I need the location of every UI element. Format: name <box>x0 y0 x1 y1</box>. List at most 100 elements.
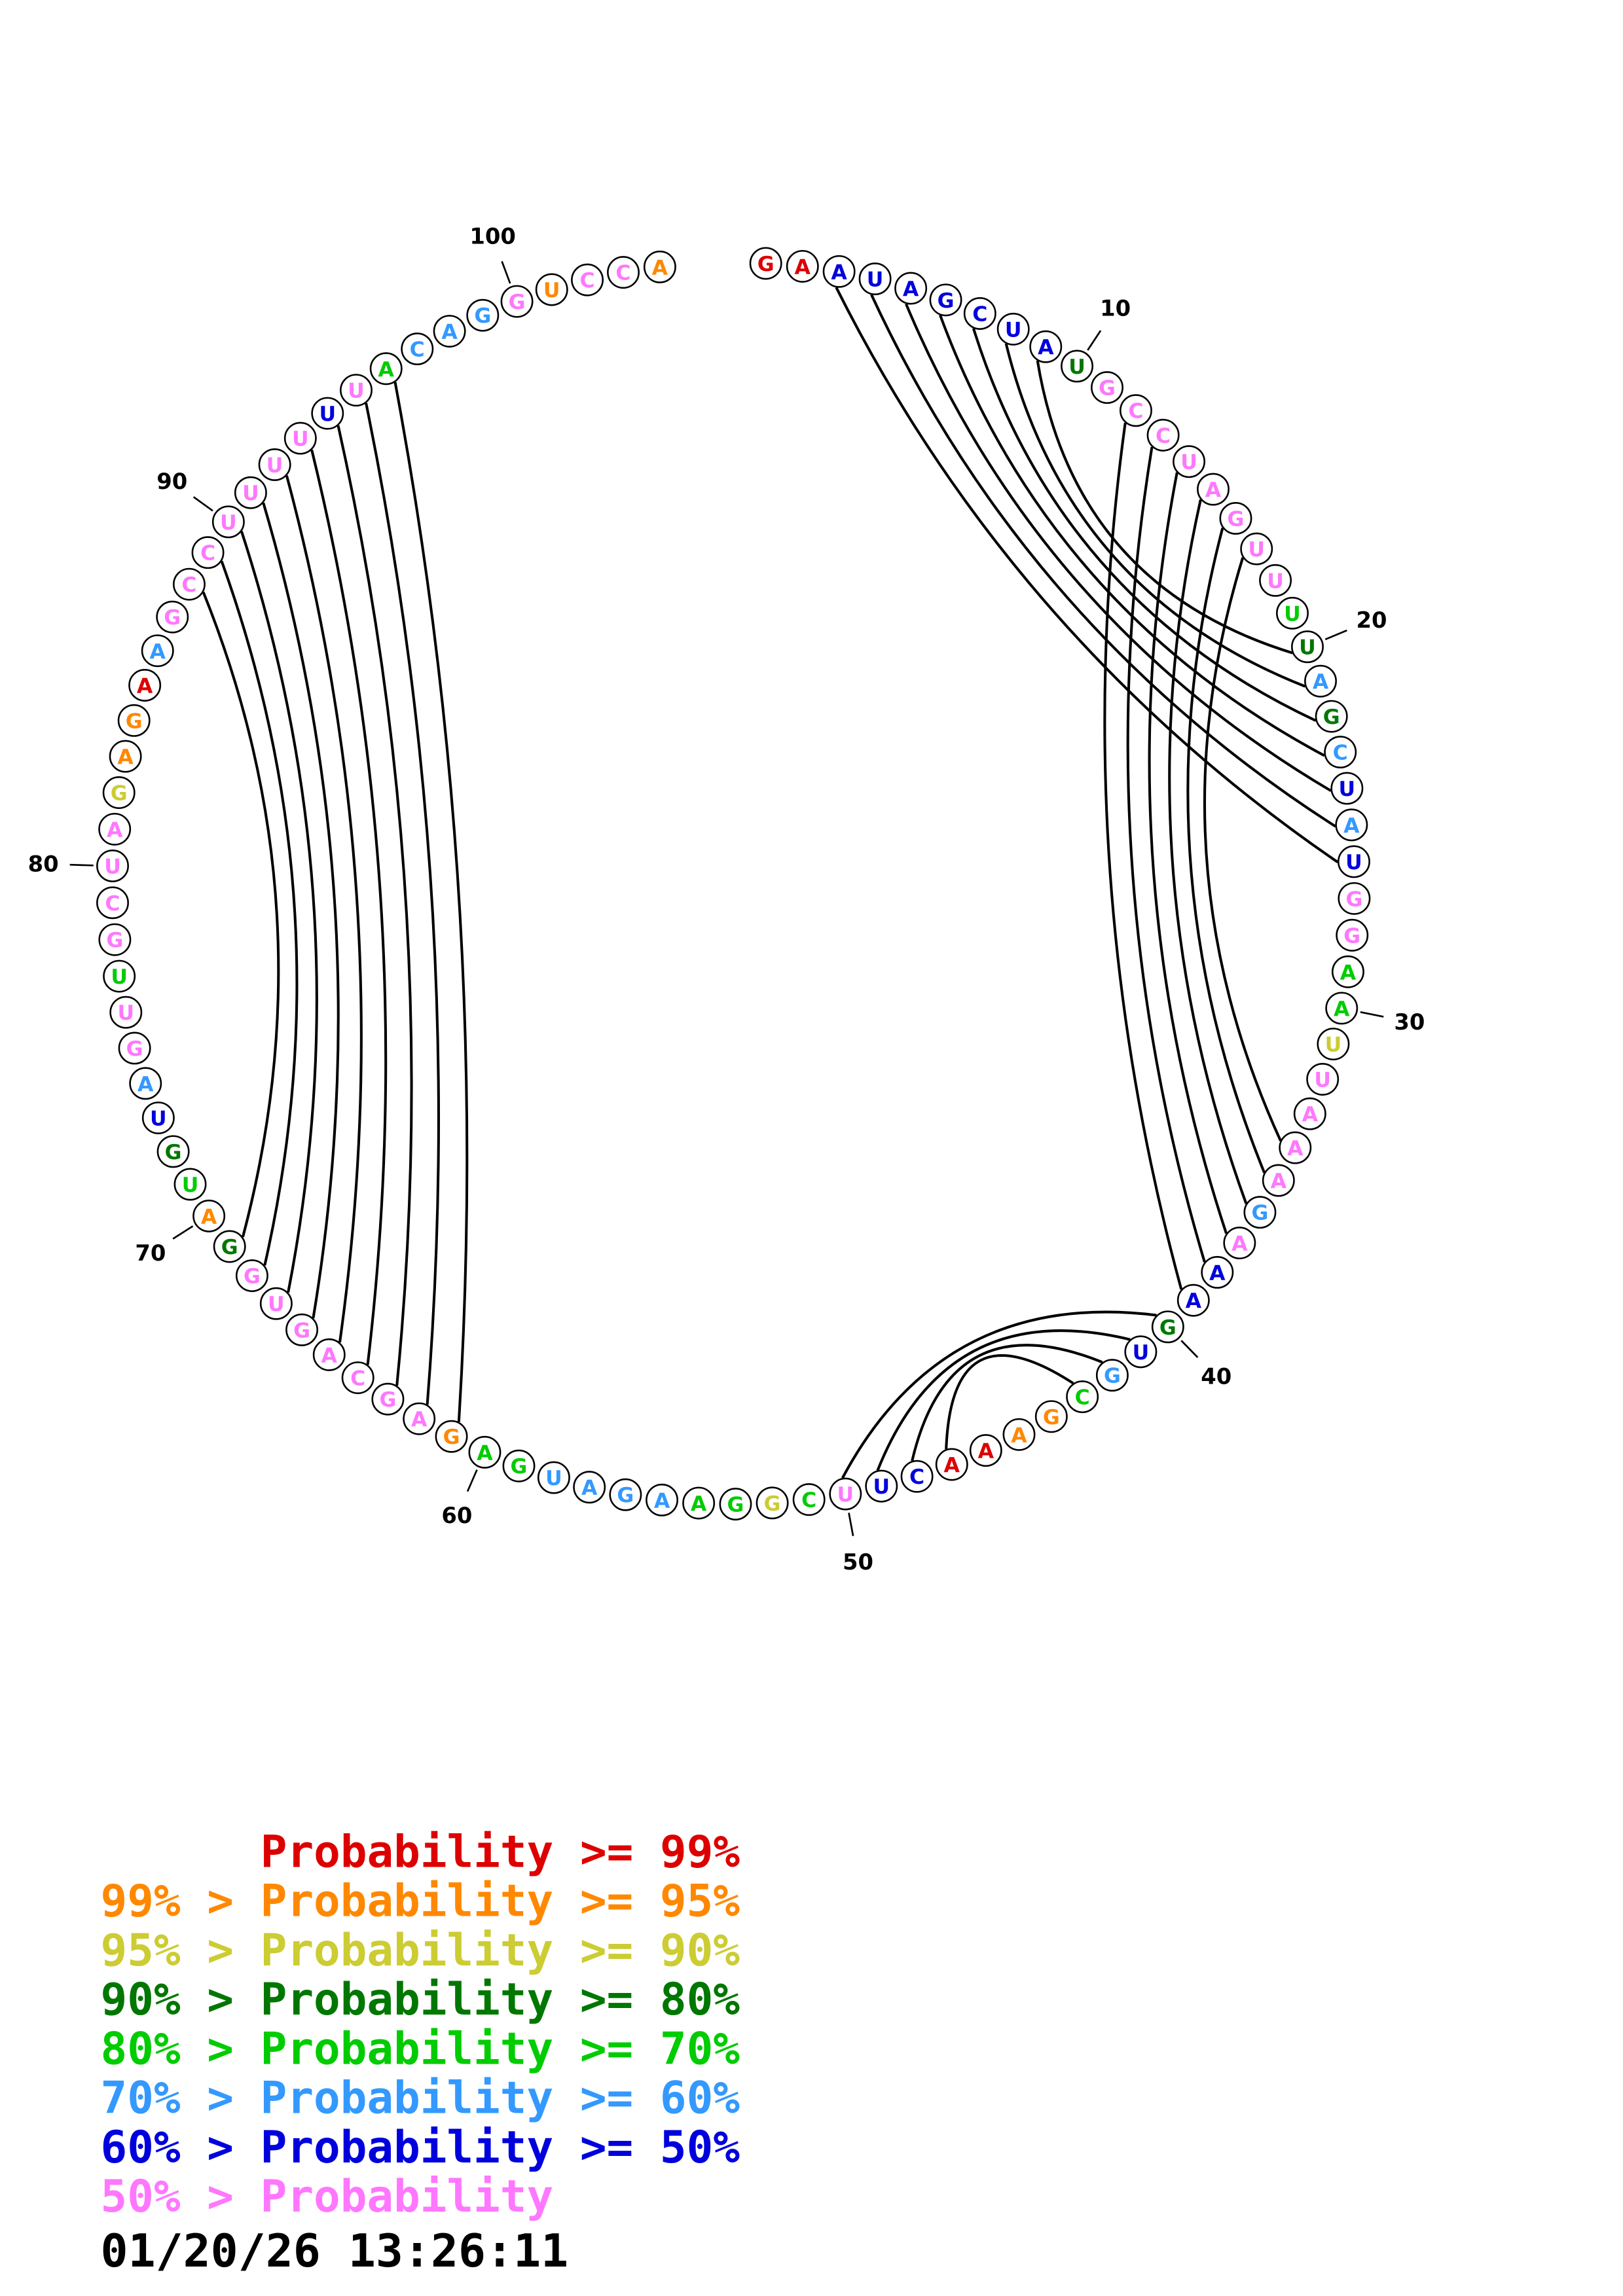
nucleotide-64-C: C <box>341 1361 374 1394</box>
nucleotide-74-A: A <box>129 1067 162 1100</box>
nucleotide-outline <box>371 1382 405 1416</box>
pair-arc-67-90 <box>240 531 318 1293</box>
nucleotide-36-G: G <box>1243 1196 1277 1229</box>
nucleotide-base-letter: A <box>1313 670 1329 694</box>
nucleotide-outline <box>1330 772 1364 805</box>
nucleotide-outline <box>1317 1028 1350 1061</box>
nucleotide-outline <box>963 297 996 330</box>
nucleotide-base-letter: G <box>443 1426 460 1449</box>
nucleotide-68-G: G <box>235 1259 268 1293</box>
nucleotide-outline <box>102 776 136 809</box>
nucleotide-base-letter: A <box>378 358 395 382</box>
nucleotide-base-letter: U <box>1180 451 1197 475</box>
nucleotide-27-G: G <box>1338 882 1371 915</box>
nucleotide-outline <box>1151 1310 1184 1344</box>
nucleotide-59-G: G <box>502 1449 536 1482</box>
nucleotide-outline <box>401 332 434 366</box>
nucleotide-circle-ring: G A A U A GCUAUGCCUAGUUUUAGCUAUGGAAUUAAAGAAAG… <box>96 247 1371 1521</box>
nucleotide-21-A: A <box>1304 664 1337 698</box>
nucleotide-96-A: A <box>369 352 403 386</box>
position-tick-10 <box>1087 330 1102 351</box>
nucleotide-base-letter: A <box>1231 1232 1248 1256</box>
nucleotide-base-letter: U <box>543 279 560 302</box>
nucleotide-base-letter: A <box>978 1440 994 1463</box>
nucleotide-base-letter: A <box>581 1477 598 1500</box>
nucleotide-outline <box>682 1486 716 1520</box>
pair-arc-43-47 <box>945 1354 1074 1450</box>
nucleotide-base-letter: U <box>117 1001 134 1025</box>
nucleotide-11-G: G <box>1091 371 1123 404</box>
nucleotide-base-letter: G <box>106 929 123 952</box>
nucleotide-46-A: A <box>969 1434 1002 1467</box>
pair-arc-17-34 <box>1203 557 1282 1141</box>
nucleotide-base-letter: C <box>615 262 630 285</box>
nucleotide-base-letter: U <box>1345 851 1362 874</box>
nucleotide-base-letter: C <box>972 302 987 326</box>
nucleotide-outline <box>894 272 928 305</box>
position-tick-70 <box>172 1225 194 1240</box>
nucleotide-90-U: U <box>211 505 245 539</box>
nucleotide-base-letter: C <box>909 1465 924 1489</box>
nucleotide-outline <box>929 283 962 317</box>
nucleotide-92-U: U <box>258 448 291 481</box>
nucleotide-outline <box>312 1338 346 1371</box>
nucleotide-base-letter: A <box>1011 1424 1027 1447</box>
nucleotide-26-U: U <box>1337 845 1370 878</box>
pair-arc-5-24 <box>905 303 1332 793</box>
nucleotide-outline <box>156 1135 190 1168</box>
nucleotide-base-letter: C <box>410 338 425 362</box>
pair-arc-65-92 <box>285 475 363 1343</box>
nucleotide-base-letter: U <box>837 1483 854 1507</box>
pair-arc-6-23 <box>939 314 1325 757</box>
nucleotide-base-letter: A <box>150 640 166 664</box>
nucleotide-base-letter: A <box>1271 1170 1287 1193</box>
nucleotide-outline <box>792 1483 826 1516</box>
nucleotide-98-A: A <box>433 315 466 348</box>
nucleotide-3-A: A <box>822 255 856 288</box>
nucleotide-4-U: U <box>858 262 892 296</box>
nucleotide-99-G: G <box>466 298 500 332</box>
nucleotide-outline <box>129 1067 162 1100</box>
nucleotide-base-letter: U <box>1339 778 1356 801</box>
nucleotide-45-A: A <box>1002 1418 1036 1451</box>
pair-arc-69-88 <box>202 591 280 1238</box>
legend-line-p95: 99% > Probability >= 95% <box>101 1875 740 1927</box>
nucleotide-20-U: U <box>1291 630 1324 664</box>
position-label-20: 20 <box>1356 607 1387 633</box>
nucleotide-base-letter: C <box>579 269 594 293</box>
nucleotide-outline <box>109 996 143 1029</box>
nucleotide-104-A: A <box>643 250 676 283</box>
nucleotide-outline <box>1201 1255 1234 1289</box>
nucleotide-49-U: U <box>865 1469 898 1503</box>
nucleotide-outline <box>191 536 225 569</box>
nucleotide-85-A: A <box>128 669 162 702</box>
nucleotide-base-letter: A <box>411 1408 428 1431</box>
nucleotide-base-letter: U <box>1133 1341 1150 1365</box>
nucleotide-base-letter: A <box>1205 478 1222 502</box>
nucleotide-base-letter: U <box>1314 1068 1331 1092</box>
nucleotide-outline <box>935 1448 968 1481</box>
nucleotide-103-C: C <box>607 256 640 289</box>
nucleotide-base-letter: G <box>727 1494 744 1517</box>
nucleotide-7-C: C <box>963 297 996 330</box>
nucleotide-outline <box>258 448 291 481</box>
nucleotide-outline <box>96 886 129 920</box>
legend-line-p70: 80% > Probability >= 70% <box>101 2022 740 2074</box>
position-label-10: 10 <box>1100 296 1131 321</box>
nucleotide-base-letter: U <box>545 1467 562 1490</box>
nucleotide-outline <box>1259 564 1292 597</box>
nucleotide-base-letter: U <box>319 403 336 426</box>
nucleotide-outline <box>1124 1335 1158 1369</box>
position-label-30: 30 <box>1394 1009 1425 1035</box>
nucleotide-14-U: U <box>1173 445 1206 478</box>
nucleotide-base-letter: A <box>903 278 919 301</box>
nucleotide-base-letter: G <box>1345 888 1362 911</box>
nucleotide-62-A: A <box>403 1402 436 1435</box>
nucleotide-35-A: A <box>1262 1164 1295 1197</box>
nucleotide-base-letter: U <box>111 965 128 989</box>
position-label-90: 90 <box>156 469 187 494</box>
nucleotide-32-U: U <box>1306 1063 1340 1096</box>
nucleotide-70-A: A <box>192 1199 226 1232</box>
nucleotide-base-letter: U <box>1068 355 1085 379</box>
nucleotide-outline <box>468 1435 501 1469</box>
